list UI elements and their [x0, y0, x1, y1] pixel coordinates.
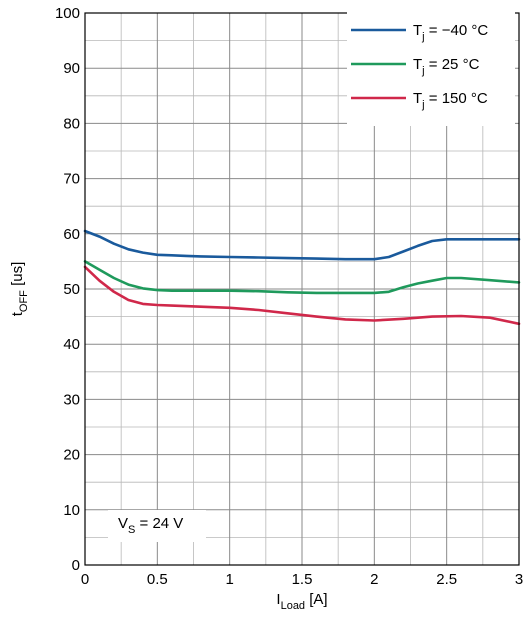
y-tick-label: 0 — [72, 557, 80, 574]
x-axis-label: ILoad [A] — [276, 591, 327, 612]
y-tick-label: 100 — [55, 5, 80, 22]
legend-label: Tj = −40 °C — [413, 22, 488, 43]
y-axis-label-main: t — [9, 311, 26, 316]
x-tick-label: 2.5 — [436, 571, 457, 588]
annotation: VS = 24 V — [108, 510, 206, 542]
annotation-text: VS = 24 V — [118, 515, 183, 536]
y-tick-label: 80 — [63, 115, 80, 132]
x-tick-label: 0 — [81, 571, 89, 588]
legend-label: Tj = 25 °C — [413, 56, 480, 77]
y-tick-label: 70 — [63, 171, 80, 188]
annotation-sub: S — [128, 524, 135, 536]
x-axis-ticks: 0 0.5 1 1.5 2 2.5 3 — [81, 571, 523, 588]
y-axis-label: tOFF [us] — [9, 262, 30, 317]
x-tick-label: 3 — [515, 571, 523, 588]
annotation-background — [108, 510, 206, 542]
x-tick-label: 2 — [370, 571, 378, 588]
y-tick-label: 20 — [63, 447, 80, 464]
x-tick-label: 1 — [225, 571, 233, 588]
x-tick-label: 1.5 — [292, 571, 313, 588]
y-tick-label: 90 — [63, 60, 80, 77]
series-line-2 — [83, 265, 521, 326]
series-line-0 — [83, 229, 521, 261]
legend-label: Tj = 150 °C — [413, 90, 488, 111]
annotation-rest: = 24 V — [135, 515, 183, 532]
y-tick-label: 60 — [63, 226, 80, 243]
x-tick-label: 0.5 — [147, 571, 168, 588]
y-tick-label: 30 — [63, 391, 80, 408]
annotation-main: V — [118, 515, 128, 532]
series-layer — [83, 229, 521, 326]
y-axis-label-sub: OFF — [18, 290, 30, 312]
y-tick-label: 10 — [63, 502, 80, 519]
x-axis-label-sub: Load — [281, 600, 305, 612]
y-tick-label: 40 — [63, 336, 80, 353]
y-axis-ticks: 0 10 20 30 40 50 60 70 80 90 100 — [55, 5, 80, 574]
legend: Tj = −40 °C Tj = 25 °C Tj = 150 °C — [347, 10, 515, 126]
series-line-1 — [83, 260, 521, 295]
y-axis-label-rest: [us] — [9, 262, 26, 290]
y-tick-label: 50 — [63, 281, 80, 298]
x-axis-label-rest: [A] — [305, 591, 328, 608]
x-axis-label-main: I — [276, 591, 280, 608]
plot-frame — [84, 12, 520, 566]
